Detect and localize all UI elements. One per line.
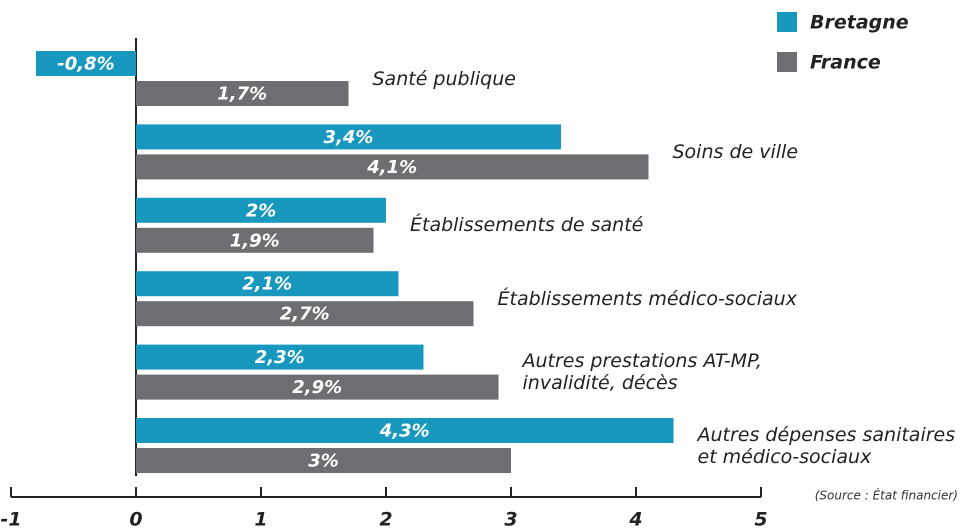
bar xyxy=(136,301,474,327)
bar xyxy=(136,271,399,297)
x-tick-label: 4 xyxy=(628,509,642,530)
value-label: 4,1% xyxy=(366,157,417,178)
category-label: Santé publique xyxy=(372,67,516,90)
value-label: -0,8% xyxy=(57,54,114,75)
value-label: 2,1% xyxy=(242,274,292,295)
value-label: 2,3% xyxy=(255,347,305,368)
category-label: Établissements de santé xyxy=(410,214,644,237)
legend-swatch xyxy=(777,12,797,32)
x-tick-label: 3 xyxy=(504,509,517,530)
category-label: Établissements médico-sociaux xyxy=(497,287,797,310)
bar xyxy=(136,344,424,370)
bar xyxy=(136,197,386,223)
category-label: Autres dépenses sanitaires et médico-soc… xyxy=(697,423,956,468)
value-label: 2,9% xyxy=(292,377,342,398)
bar xyxy=(136,418,674,443)
value-label: 1,9% xyxy=(230,230,280,251)
bar xyxy=(136,448,511,473)
bar xyxy=(136,154,649,180)
bar xyxy=(136,124,561,150)
value-label: 2% xyxy=(246,200,277,221)
value-label: 4,3% xyxy=(379,421,430,442)
bar xyxy=(136,81,349,106)
category-label: Soins de ville xyxy=(672,140,799,163)
bar xyxy=(36,51,136,76)
source-note: (Source : État financier) xyxy=(815,488,958,503)
bar xyxy=(136,374,499,400)
x-tick-label: 0 xyxy=(129,509,142,530)
legend-label: France xyxy=(810,52,881,74)
legend-swatch xyxy=(777,52,797,72)
value-label: 1,7% xyxy=(217,84,267,105)
x-tick-label: 1 xyxy=(254,509,267,530)
bar xyxy=(136,227,374,253)
value-label: 3% xyxy=(308,451,339,472)
x-tick-label: 5 xyxy=(754,509,767,530)
category-label: Autres prestations AT-MP, invalidité, dé… xyxy=(522,350,762,395)
legend-label: Bretagne xyxy=(810,12,909,34)
value-label: 2,7% xyxy=(280,304,330,325)
x-tick-label: -1 xyxy=(0,509,21,530)
value-label: 3,4% xyxy=(324,127,374,148)
x-tick-label: 2 xyxy=(379,509,392,530)
